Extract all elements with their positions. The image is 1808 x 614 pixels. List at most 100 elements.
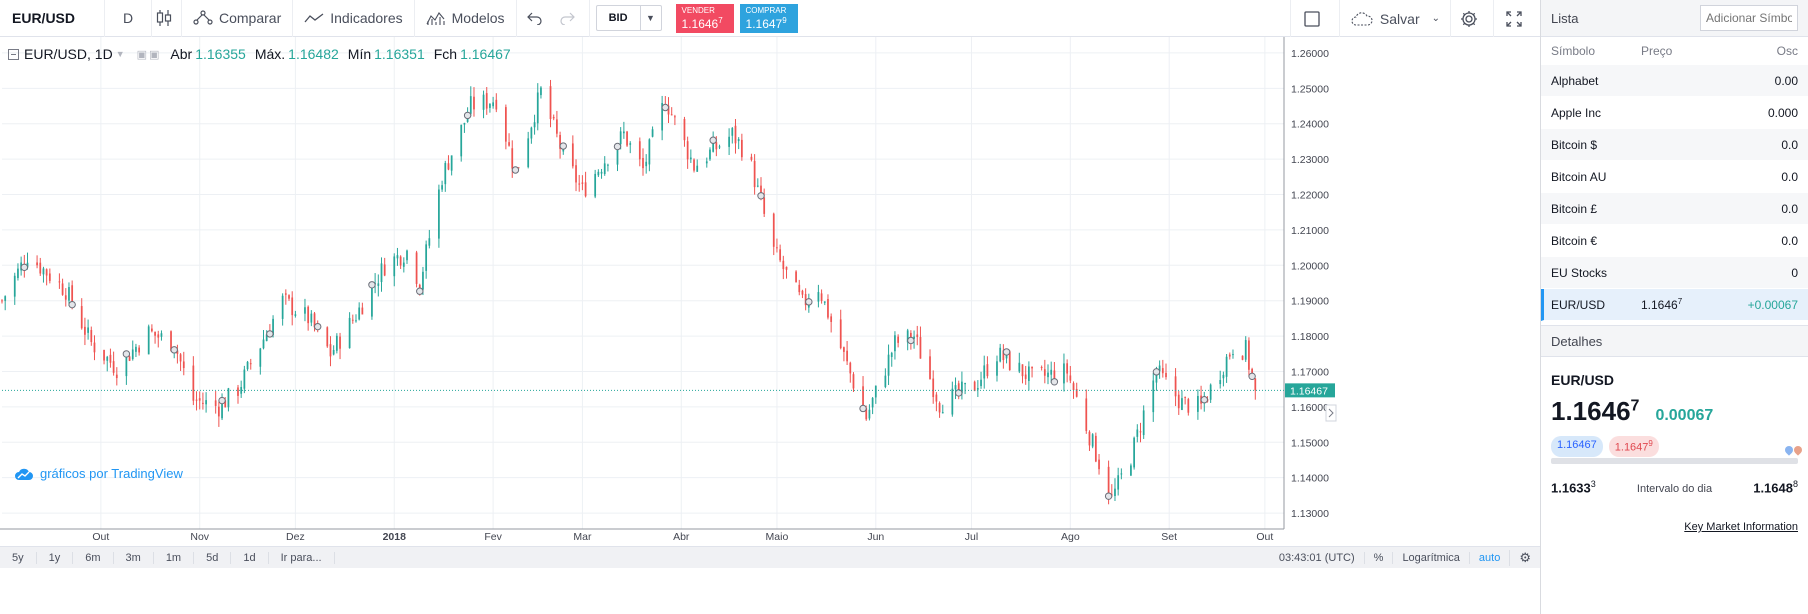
tradingview-watermark[interactable]: gráficos por TradingView bbox=[14, 466, 183, 481]
event-marker-icon[interactable] bbox=[1002, 348, 1011, 356]
candle-body bbox=[852, 374, 855, 389]
column-price[interactable]: Preço bbox=[1641, 44, 1673, 58]
candle-body bbox=[13, 275, 16, 297]
event-marker-icon[interactable] bbox=[559, 142, 567, 150]
templates-button[interactable]: Modelos bbox=[415, 0, 517, 37]
candle-body bbox=[45, 269, 48, 276]
candle-body bbox=[179, 354, 182, 362]
event-marker-icon[interactable] bbox=[122, 350, 131, 358]
event-marker-icon[interactable] bbox=[1104, 492, 1113, 500]
indicators-button[interactable]: Indicadores bbox=[293, 0, 415, 37]
range-button[interactable]: 1m bbox=[154, 551, 195, 564]
collapse-legend-icon[interactable] bbox=[8, 48, 19, 60]
range-button[interactable]: 1d bbox=[231, 551, 269, 564]
event-marker-icon[interactable] bbox=[1200, 396, 1208, 404]
candle-body bbox=[1232, 354, 1234, 356]
range-button[interactable]: 3m bbox=[114, 551, 154, 564]
watchlist-row[interactable]: EUR/USD 1.16467 +0.00067 bbox=[1541, 289, 1808, 321]
candle-body bbox=[696, 165, 699, 172]
price-source-select[interactable]: BID ▼ bbox=[595, 5, 662, 31]
event-marker-icon[interactable] bbox=[266, 330, 274, 338]
redo-button[interactable] bbox=[555, 0, 590, 37]
candle-body bbox=[1228, 354, 1231, 357]
candle-body bbox=[607, 164, 609, 166]
price-chart[interactable]: 1.26000 1.25000 1.24000 1.23000 1.22000 1.210… bbox=[0, 37, 1540, 546]
candle-body bbox=[619, 131, 622, 145]
event-marker-icon[interactable] bbox=[1248, 372, 1256, 381]
candles-chart-type-icon[interactable] bbox=[152, 0, 182, 37]
event-marker-icon[interactable] bbox=[170, 346, 178, 354]
watchlist-row[interactable]: EU Stocks 0 bbox=[1541, 257, 1808, 289]
event-marker-icon[interactable] bbox=[1050, 378, 1059, 386]
watchlist-row[interactable]: Bitcoin AU 0.0 bbox=[1541, 161, 1808, 193]
fullscreen-button[interactable] bbox=[1494, 0, 1540, 37]
day-low-fraction: 3 bbox=[1590, 479, 1596, 489]
event-marker-icon[interactable] bbox=[709, 136, 717, 144]
event-marker-icon[interactable] bbox=[368, 281, 376, 289]
sell-button[interactable]: VENDER 1.16467 bbox=[675, 3, 734, 33]
key-market-link[interactable]: Key Market Information bbox=[1684, 521, 1798, 533]
low-label: Mín bbox=[347, 46, 372, 62]
event-marker-icon[interactable] bbox=[859, 404, 867, 413]
event-marker-icon[interactable] bbox=[416, 287, 424, 295]
watchlist-row[interactable]: Bitcoin £ 0.0 bbox=[1541, 193, 1808, 225]
scroll-right-button[interactable] bbox=[1325, 404, 1337, 422]
undo-button[interactable] bbox=[517, 0, 555, 37]
candle-body bbox=[1152, 380, 1155, 413]
candle-body bbox=[399, 256, 402, 266]
event-marker-icon[interactable] bbox=[805, 298, 813, 306]
symbol-search[interactable]: EUR/USD bbox=[0, 0, 105, 37]
range-button[interactable]: Ir para... bbox=[269, 551, 335, 564]
range-button[interactable]: 5y bbox=[0, 551, 37, 564]
column-change[interactable]: Osc bbox=[1776, 44, 1798, 58]
event-marker-icon[interactable] bbox=[68, 300, 76, 309]
compare-button[interactable]: Comparar bbox=[182, 0, 294, 37]
buy-button[interactable]: COMPRAR 1.16479 bbox=[739, 3, 798, 33]
range-button[interactable]: 5d bbox=[194, 551, 232, 564]
event-marker-icon[interactable] bbox=[907, 336, 915, 345]
watchlist-row[interactable]: Alphabet 0.00 bbox=[1541, 65, 1808, 97]
candle-body bbox=[533, 122, 536, 128]
candle-body bbox=[556, 119, 558, 134]
details-price-fraction: 7 bbox=[1630, 397, 1640, 415]
event-marker-icon[interactable] bbox=[314, 322, 322, 331]
legend-settings-icon[interactable]: ▣▣ bbox=[136, 48, 162, 61]
event-marker-icon[interactable] bbox=[463, 111, 472, 120]
event-marker-icon[interactable] bbox=[661, 103, 670, 112]
auto-scale-toggle[interactable]: auto bbox=[1468, 552, 1509, 564]
candle-body bbox=[1161, 368, 1164, 374]
candle-body bbox=[361, 307, 364, 315]
event-marker-icon[interactable] bbox=[218, 396, 226, 405]
chart-area[interactable]: 1.26000 1.25000 1.24000 1.23000 1.22000 1.210… bbox=[0, 37, 1540, 614]
column-symbol[interactable]: Símbolo bbox=[1551, 44, 1596, 58]
watchlist-row[interactable]: Bitcoin € 0.0 bbox=[1541, 225, 1808, 257]
candle-body bbox=[1050, 369, 1053, 375]
layout-button[interactable] bbox=[1289, 0, 1340, 37]
watchlist-row[interactable]: Bitcoin $ 0.0 bbox=[1541, 129, 1808, 161]
settings-button[interactable] bbox=[1451, 0, 1494, 37]
watchlist-row[interactable]: Apple Inc 0.000 bbox=[1541, 97, 1808, 129]
interval-button[interactable]: D bbox=[105, 0, 152, 37]
cloud-icon bbox=[1351, 11, 1373, 26]
candle-body bbox=[482, 94, 485, 110]
range-button[interactable]: 1y bbox=[37, 551, 74, 564]
event-marker-icon[interactable] bbox=[955, 389, 963, 397]
range-button[interactable]: 6m bbox=[73, 551, 114, 564]
candle-body bbox=[205, 400, 207, 405]
candle-body bbox=[224, 400, 227, 408]
watchlist-symbol: Bitcoin € bbox=[1551, 233, 1598, 248]
event-marker-icon[interactable] bbox=[511, 166, 520, 174]
watchlist-price: 1.16467 bbox=[1641, 297, 1723, 312]
candle-body bbox=[728, 136, 730, 147]
event-marker-icon[interactable] bbox=[613, 142, 622, 151]
event-marker-icon[interactable] bbox=[1152, 368, 1161, 376]
log-scale-toggle[interactable]: Logarítmica bbox=[1392, 552, 1468, 564]
gear-icon[interactable]: ⚙ bbox=[1509, 550, 1540, 566]
save-button[interactable]: Salvar ⌄ bbox=[1340, 0, 1451, 37]
clock-time[interactable]: 03:43:01 (UTC) bbox=[1278, 552, 1355, 564]
add-symbol-input[interactable] bbox=[1700, 5, 1798, 31]
percent-toggle[interactable]: % bbox=[1363, 552, 1393, 564]
event-marker-icon[interactable] bbox=[757, 192, 765, 200]
candle-body bbox=[782, 260, 785, 270]
event-marker-icon[interactable] bbox=[20, 263, 29, 272]
